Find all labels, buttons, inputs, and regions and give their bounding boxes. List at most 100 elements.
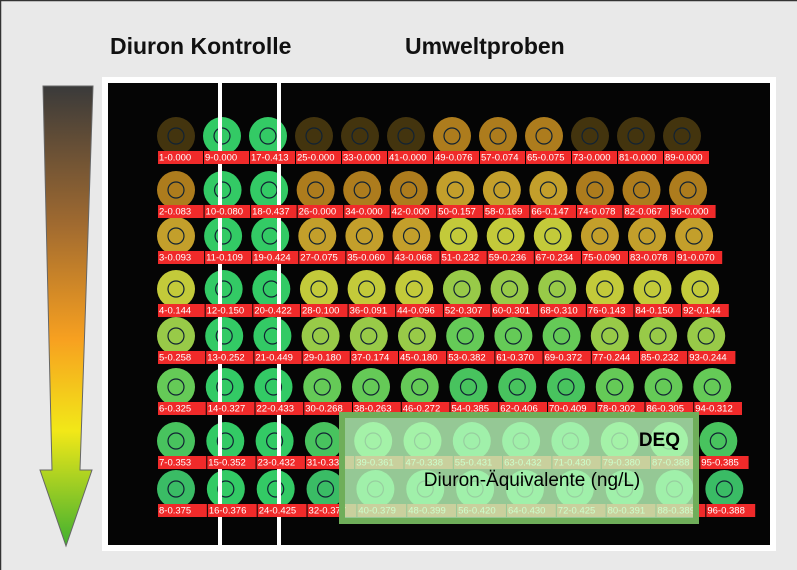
label-bg bbox=[158, 151, 203, 164]
well-label: 3-0.093 bbox=[159, 253, 191, 264]
well bbox=[157, 171, 195, 209]
well-label: 51-0.232 bbox=[442, 253, 480, 264]
well-ring bbox=[408, 327, 426, 345]
well-ring bbox=[443, 127, 461, 145]
well-ring bbox=[544, 227, 562, 245]
well bbox=[538, 270, 577, 308]
well-ring bbox=[362, 378, 380, 396]
well bbox=[681, 270, 720, 308]
well-ring bbox=[213, 181, 232, 199]
well-ring bbox=[167, 127, 185, 145]
label-bg bbox=[576, 205, 623, 218]
well bbox=[347, 270, 386, 308]
well-ring bbox=[497, 227, 515, 245]
well-label: 73-0.000 bbox=[573, 153, 611, 164]
well-label: 9-0.000 bbox=[205, 153, 237, 164]
well bbox=[343, 171, 382, 209]
label-bg bbox=[158, 304, 205, 317]
well bbox=[498, 368, 537, 406]
well bbox=[204, 217, 243, 255]
well bbox=[585, 270, 624, 308]
well-label: 85-0.232 bbox=[641, 353, 679, 364]
label-bg bbox=[158, 205, 204, 218]
well-ring bbox=[715, 480, 733, 498]
well bbox=[486, 217, 525, 255]
well bbox=[389, 171, 428, 209]
well-label: 26-0.000 bbox=[299, 207, 337, 218]
well-ring bbox=[215, 327, 233, 345]
well-label: 32-0.377 bbox=[309, 506, 347, 517]
well-label: 11-0.109 bbox=[206, 253, 243, 264]
well-label: 30-0.268 bbox=[305, 404, 343, 415]
well-label: 21-0.449 bbox=[255, 353, 293, 364]
well bbox=[157, 270, 195, 308]
well-ring bbox=[167, 227, 185, 245]
well-label: 83-0.078 bbox=[630, 253, 668, 264]
well bbox=[571, 117, 609, 155]
well-label: 5-0.258 bbox=[159, 353, 191, 364]
label-bg bbox=[447, 351, 495, 364]
well bbox=[575, 171, 614, 209]
well bbox=[669, 171, 708, 209]
well bbox=[433, 117, 471, 155]
well-label: 68-0.310 bbox=[540, 306, 578, 317]
well-label: 60-0.301 bbox=[493, 306, 531, 317]
well bbox=[482, 171, 521, 209]
well bbox=[304, 422, 343, 460]
well bbox=[622, 171, 661, 209]
well-ring bbox=[654, 378, 673, 396]
well bbox=[345, 217, 384, 255]
well-label: 69-0.372 bbox=[545, 353, 583, 364]
well-label: 6-0.325 bbox=[159, 404, 191, 415]
label-bg bbox=[440, 251, 487, 264]
well bbox=[249, 117, 287, 155]
well-label: 16-0.376 bbox=[209, 506, 247, 517]
well-ring bbox=[307, 181, 325, 199]
label-bg bbox=[346, 251, 393, 264]
well-label: 96-0.388 bbox=[707, 506, 745, 517]
label-bg bbox=[483, 205, 530, 218]
well-label: 37-0.174 bbox=[352, 353, 390, 364]
label-bg bbox=[688, 351, 736, 364]
label-bg bbox=[297, 205, 344, 218]
label-bg bbox=[342, 151, 387, 164]
well-ring bbox=[685, 227, 703, 245]
well-ring bbox=[167, 432, 185, 450]
legend-title: DEQ bbox=[639, 430, 680, 451]
well-label: 62-0.406 bbox=[500, 404, 538, 415]
well-ring bbox=[215, 280, 233, 298]
label-bg bbox=[548, 402, 596, 415]
label-bg bbox=[664, 151, 709, 164]
well-label: 70-0.409 bbox=[549, 404, 587, 415]
label-bg bbox=[480, 151, 525, 164]
well bbox=[203, 171, 242, 209]
well bbox=[157, 470, 195, 508]
label-bg bbox=[399, 351, 447, 364]
well-label: 13-0.252 bbox=[207, 353, 245, 364]
well-label: 92-0.144 bbox=[683, 306, 721, 317]
well-ring bbox=[259, 127, 277, 145]
well-label: 42-0.000 bbox=[392, 207, 430, 218]
well bbox=[306, 470, 345, 508]
well-ring bbox=[649, 327, 667, 345]
well bbox=[254, 368, 293, 406]
well-ring bbox=[411, 378, 429, 396]
label-bg bbox=[676, 251, 723, 264]
well-label: 34-0.000 bbox=[345, 207, 383, 218]
well bbox=[398, 317, 436, 355]
well-ring bbox=[557, 378, 575, 396]
well-label: 35-0.060 bbox=[347, 253, 385, 264]
label-bg bbox=[250, 151, 295, 164]
well-label: 1-0.000 bbox=[159, 153, 191, 164]
well-label: 31-0.335 bbox=[307, 458, 345, 469]
well bbox=[255, 422, 294, 460]
well-label: 24-0.425 bbox=[259, 506, 297, 517]
well-ring bbox=[266, 432, 284, 450]
label-bg bbox=[299, 251, 346, 264]
label-bg bbox=[591, 351, 639, 364]
well bbox=[157, 422, 195, 460]
well-ring bbox=[548, 280, 566, 298]
well bbox=[494, 317, 533, 355]
well-ring bbox=[691, 280, 709, 298]
